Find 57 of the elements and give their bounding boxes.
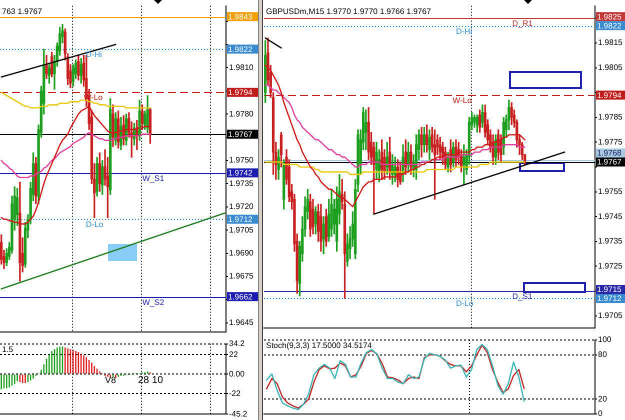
y-tick-label: 1.9815	[598, 38, 624, 48]
text: 1.9825	[597, 12, 622, 22]
y-tick-label: 1.9645	[229, 318, 254, 328]
ref-line-label: D-Hi	[456, 27, 472, 36]
text: 1.9843	[228, 12, 254, 22]
y-tick-label: 1.9780	[229, 109, 254, 118]
y-tick-label: 1.9720	[229, 202, 254, 212]
text: 1.9712	[228, 214, 254, 224]
y-tick-label: 0.00	[229, 369, 246, 378]
text: 1.9768	[597, 148, 622, 158]
ref-line-label: D_S1	[512, 292, 533, 302]
chart-title: 1.5	[2, 345, 14, 354]
y-tick-label: 1.9735	[229, 178, 254, 188]
text: 1.9822	[597, 21, 622, 30]
ref-line-label: D-Hi	[86, 50, 102, 60]
y-tick-label: 1.9675	[229, 272, 254, 281]
y-tick-label: 1.9725	[598, 261, 624, 270]
chart-title: GBPUSDm,M15 1.9770 1.9770 1.9766 1.9767	[266, 7, 432, 16]
y-tick-label: 1.9705	[598, 311, 624, 320]
annotation: 28 10	[138, 374, 164, 386]
y-tick-label: 1.9755	[598, 187, 624, 196]
y-tick-label: 1.9735	[598, 236, 624, 246]
y-tick-label: 100	[598, 335, 612, 344]
y-tick-label: 22	[229, 350, 238, 359]
ref-line-label: W_S2	[142, 298, 165, 308]
y-tick-label: 0	[598, 409, 603, 418]
y-tick-label: 1.9705	[229, 225, 254, 234]
text: 1.9822	[228, 44, 254, 54]
chart-title: Stoch(9,3,3) 17.5000 34.5174	[266, 341, 372, 350]
y-tick-label: 1.9805	[598, 63, 624, 72]
y-tick-label: 1.9750	[229, 156, 254, 165]
ref-line-label: W_S1	[142, 174, 165, 184]
y-tick-label: 20	[598, 394, 608, 404]
text: 1.9767	[228, 130, 254, 139]
text: 1.9794	[597, 90, 622, 100]
y-tick-label: 1.9745	[598, 212, 624, 221]
ref-line-label: D-Lo	[456, 299, 474, 308]
y-tick-label: -22	[229, 388, 242, 398]
y-tick-label: 1.9690	[229, 248, 254, 258]
text: 1.9715	[597, 285, 622, 294]
text: 1.9767	[597, 158, 622, 167]
y-tick-label: 80	[598, 350, 608, 360]
y-tick-label: 1.9810	[229, 62, 254, 72]
text: 1.9662	[228, 292, 254, 302]
annotation: V8	[105, 374, 116, 385]
ref-line-label: D-Lo	[86, 220, 104, 230]
y-tick-label: 1.9775	[598, 137, 624, 146]
chart-title: 763 1.9767	[2, 7, 43, 16]
ref-line-label: W-Lo	[452, 96, 472, 106]
y-tick-label: 34.2	[229, 339, 246, 348]
y-tick-label: 1.9785	[598, 112, 624, 122]
y-tick-label: -45.2	[229, 409, 248, 418]
candlestick	[364, 110, 368, 150]
text: 1.9742	[228, 168, 254, 178]
ref-line-label: D_R1	[512, 19, 534, 28]
text: 1.9794	[228, 88, 254, 98]
text: 1.9712	[597, 294, 622, 304]
